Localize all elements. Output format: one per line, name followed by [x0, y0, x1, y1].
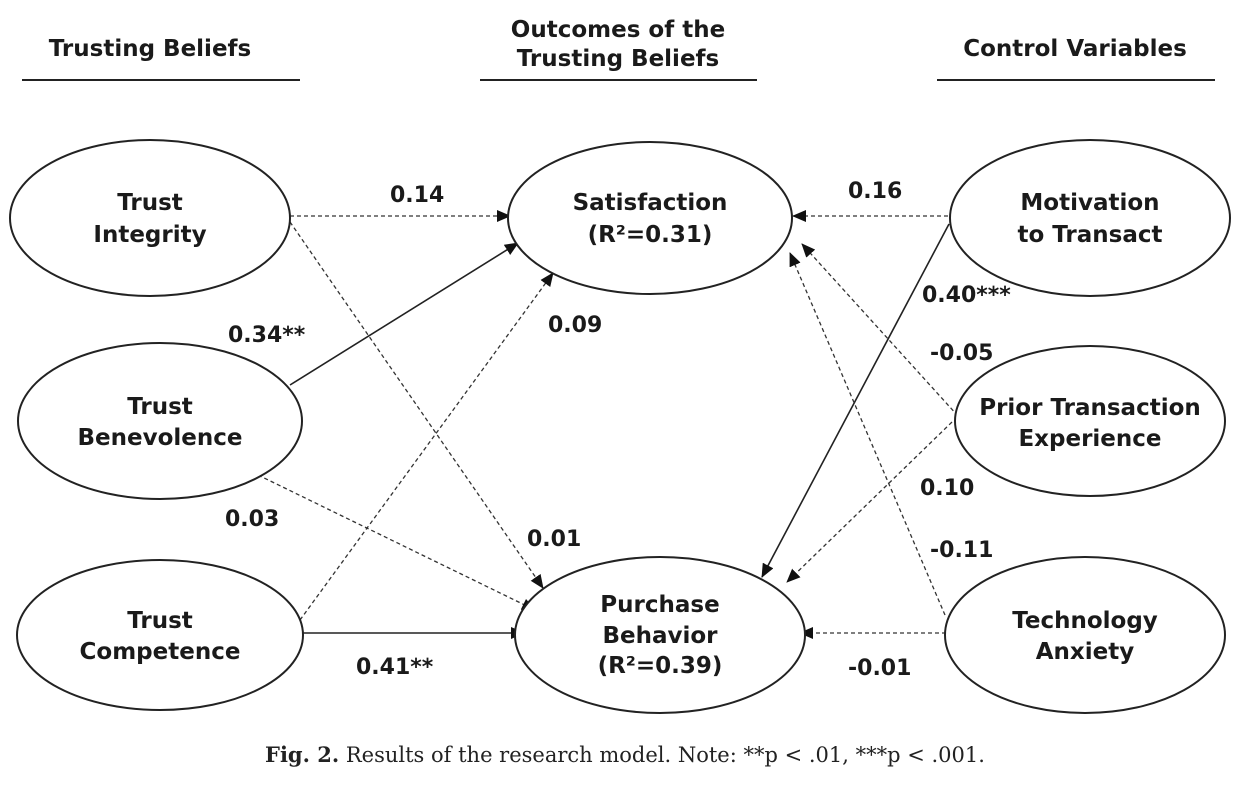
- path-arrow-integrity-purchase: [289, 221, 544, 589]
- node-satisfaction-line2: (R²=0.31): [588, 222, 713, 248]
- coef-benevolence-purchase: 0.03: [225, 507, 279, 532]
- node-prior-transaction-experience: Prior Transaction Experience: [954, 345, 1226, 497]
- node-prior-experience-line1: Prior Transaction: [979, 395, 1201, 421]
- path-arrow-motivation-purchase: [761, 223, 950, 578]
- figure-caption-label: Fig. 2.: [265, 742, 340, 767]
- node-purchase-behavior: Purchase Behavior (R²=0.39): [514, 556, 806, 714]
- node-trust-competence: Trust Competence: [16, 559, 304, 711]
- node-purchase-behavior-line1: Purchase: [600, 592, 719, 618]
- node-motivation-to-transact: Motivation to Transact: [949, 139, 1231, 297]
- coef-competence-satisfaction: 0.09: [548, 313, 602, 338]
- path-arrow-prior-purchase: [786, 421, 953, 583]
- coef-prior-purchase: 0.10: [920, 476, 974, 501]
- header-outcomes-line1: Outcomes of the: [511, 17, 725, 43]
- node-technology-anxiety-line1: Technology: [1012, 608, 1158, 634]
- node-technology-anxiety: Technology Anxiety: [944, 556, 1226, 714]
- coef-integrity-purchase: 0.01: [527, 527, 581, 552]
- path-arrows: [257, 210, 959, 639]
- node-trust-integrity-line1: Trust: [117, 190, 183, 216]
- path-arrow-anxiety-satisfaction: [789, 252, 946, 616]
- coef-motivation-purchase: 0.40***: [922, 283, 1011, 308]
- coef-benevolence-satisfaction: 0.34**: [228, 323, 306, 348]
- coef-anxiety-purchase: -0.01: [848, 656, 911, 681]
- path-arrow-competence-satisfaction: [299, 272, 554, 621]
- path-arrow-prior-satisfaction: [801, 243, 959, 417]
- path-coefficients: 0.14 0.01 0.34** 0.03 0.09 0.41** 0.16 0…: [225, 179, 1011, 681]
- node-trust-benevolence: Trust Benevolence: [17, 342, 303, 500]
- node-trust-benevolence-line2: Benevolence: [78, 425, 243, 451]
- node-satisfaction: Satisfaction (R²=0.31): [507, 141, 793, 295]
- node-trust-integrity: Trust Integrity: [9, 139, 291, 297]
- path-arrow-benevolence-purchase: [257, 474, 536, 611]
- header-control-variables: Control Variables: [963, 36, 1187, 62]
- figure-caption-text: Results of the research model. Note: **p…: [345, 743, 985, 767]
- coef-motivation-satisfaction: 0.16: [848, 179, 902, 204]
- coef-prior-satisfaction: -0.05: [930, 341, 993, 366]
- node-trust-competence-line2: Competence: [80, 639, 241, 665]
- node-satisfaction-line1: Satisfaction: [573, 190, 728, 216]
- header-outcomes-line2: Trusting Beliefs: [517, 46, 720, 72]
- coef-anxiety-satisfaction: -0.11: [930, 538, 993, 563]
- node-technology-anxiety-line2: Anxiety: [1036, 639, 1134, 665]
- path-arrow-benevolence-satisfaction: [289, 242, 519, 386]
- node-trust-competence-line1: Trust: [127, 608, 193, 634]
- node-motivation-line1: Motivation: [1020, 190, 1159, 216]
- node-trust-benevolence-line1: Trust: [127, 394, 193, 420]
- node-trust-integrity-line2: Integrity: [93, 222, 206, 248]
- node-motivation-line2: to Transact: [1017, 222, 1162, 248]
- header-trusting-beliefs: Trusting Beliefs: [49, 36, 252, 62]
- coef-integrity-satisfaction: 0.14: [390, 183, 444, 208]
- node-purchase-behavior-line3: (R²=0.39): [598, 653, 723, 679]
- node-prior-experience-line2: Experience: [1018, 426, 1161, 452]
- node-purchase-behavior-line2: Behavior: [602, 623, 718, 649]
- coef-competence-purchase: 0.41**: [356, 655, 434, 680]
- figure-caption: Fig. 2. Results of the research model. N…: [0, 742, 1250, 767]
